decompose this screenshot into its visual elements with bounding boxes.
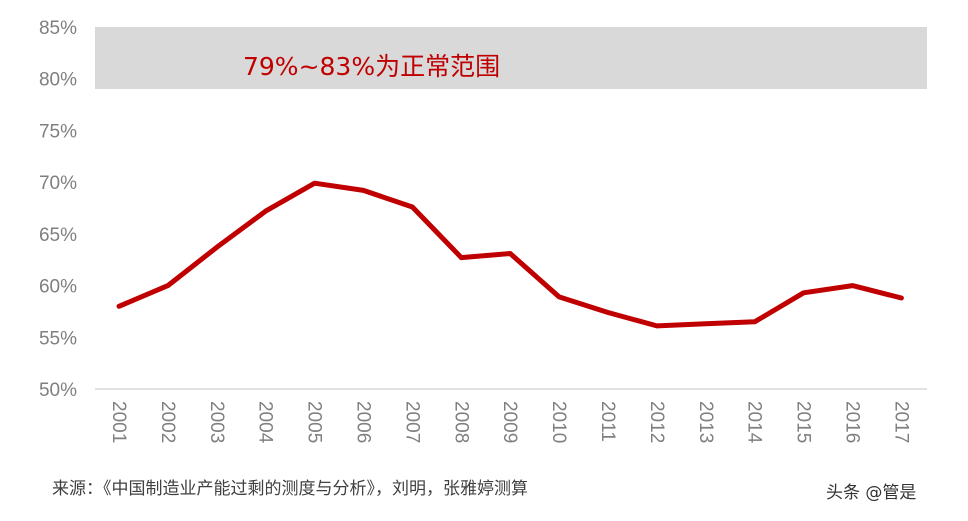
x-tick-label: 2012: [646, 401, 667, 443]
y-tick-label: 55%: [39, 328, 77, 349]
series-line: [116, 180, 904, 329]
x-tick-label: 2015: [793, 401, 814, 443]
y-axis: 50% 55% 60% 65% 70% 75% 80% 85%: [39, 18, 77, 401]
normal-range-band: [95, 27, 927, 90]
x-tick-label: 2011: [597, 401, 618, 442]
y-tick-label: 80%: [39, 70, 77, 91]
x-tick-label: 2007: [401, 401, 422, 443]
x-tick-label: 2002: [157, 401, 178, 443]
normal-range-label: 79%~83%为正常范围: [243, 52, 500, 81]
x-tick-label: 2014: [744, 401, 765, 444]
watermark: 头条 @管是: [826, 483, 917, 503]
x-tick-label: 2009: [499, 401, 520, 443]
y-tick-label: 75%: [39, 121, 77, 142]
x-axis: 2001 2002 2003 2004 2005 2006 2007 2008 2009 2010…: [108, 401, 911, 444]
x-tick-label: 2006: [353, 401, 374, 443]
x-tick-label: 2017: [890, 401, 911, 443]
y-tick-label: 65%: [39, 225, 77, 246]
x-tick-label: 2013: [695, 401, 716, 443]
x-tick-label: 2008: [450, 401, 471, 443]
x-tick-label: 2005: [304, 401, 325, 443]
source-note: 来源：《中国制造业产能过剩的测度与分析》，刘明，张雅婷测算: [52, 479, 528, 499]
y-tick-label: 60%: [39, 277, 77, 298]
x-tick-label: 2001: [108, 401, 129, 443]
y-tick-label: 50%: [39, 380, 77, 401]
y-tick-label: 85%: [39, 18, 77, 39]
x-tick-label: 2016: [842, 401, 863, 443]
x-tick-label: 2004: [255, 401, 276, 444]
x-tick-label: 2003: [206, 401, 227, 443]
y-tick-label: 70%: [39, 173, 77, 194]
x-tick-label: 2010: [548, 401, 569, 443]
